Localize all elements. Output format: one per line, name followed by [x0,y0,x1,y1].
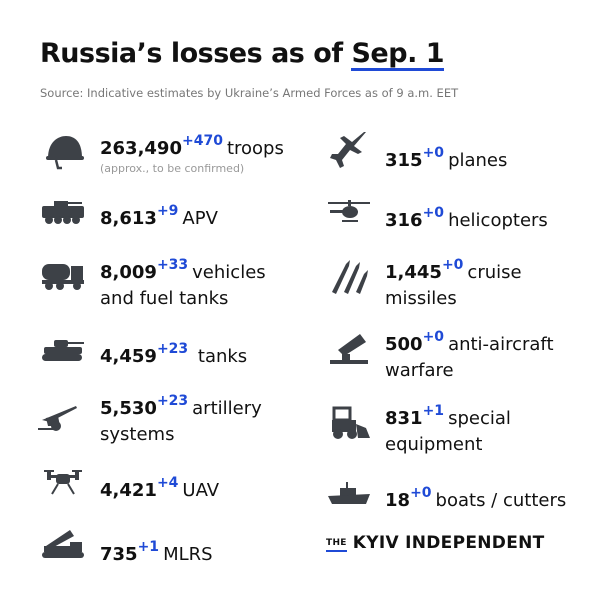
anti-aircraft-icon [326,328,372,368]
plane-icon [326,130,372,170]
stat-planes: 315+0 planes [385,145,508,171]
stat-cruise-missiles: 1,445+0 cruise missiles [385,257,522,309]
loader-icon [326,404,372,444]
stat-uav: 4,421+4 UAV [100,475,220,501]
drone-icon [40,464,86,504]
stat-boats: 18+0 boats / cutters [385,485,567,511]
helicopter-icon [326,194,372,234]
artillery-icon [36,398,82,438]
logo-the: THE [326,538,347,548]
title-date: Sep. 1 [351,38,445,69]
apv-icon [40,192,86,232]
stat-vehicles: 8,009+33 vehicles and fuel tanks [100,257,266,309]
stat-artillery: 5,530+23 artillery systems [100,393,262,445]
stat-anti-aircraft: 500+0 anti-aircraft warfare [385,329,554,381]
tank-icon [40,330,86,370]
missile-icon [326,256,372,296]
helmet-icon [42,132,88,172]
ship-icon [326,474,372,514]
page-title: Russia’s losses as of Sep. 1 [40,38,445,69]
title-prefix: Russia’s losses as of [40,38,343,69]
kyiv-independent-logo: THE KYIV INDEPENDENT [326,533,545,553]
stat-apv: 8,613+9 APV [100,203,218,229]
source-note: Source: Indicative estimates by Ukraine’… [40,86,459,100]
stat-helicopters: 316+0 helicopters [385,205,548,231]
logo-name: KYIV INDEPENDENT [352,533,545,553]
stat-tanks: 4,459+23 tanks [100,341,248,367]
mlrs-icon [40,526,86,566]
stat-troops: 263,490+470 troops (approx., to be confirm… [100,133,284,175]
stat-mlrs: 735+1 MLRS [100,539,213,565]
stat-special-equipment: 831+1 special equipment [385,403,511,455]
fuel-truck-icon [40,256,86,296]
